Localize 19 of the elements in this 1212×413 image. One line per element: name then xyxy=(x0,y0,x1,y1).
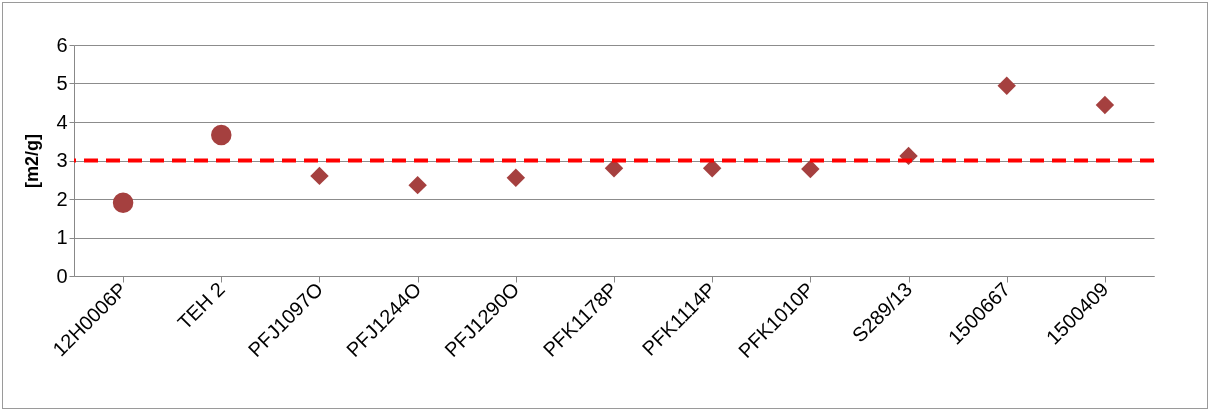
y-tick-label: 2 xyxy=(56,187,68,210)
point xyxy=(702,158,722,178)
point xyxy=(604,158,624,178)
point xyxy=(112,192,134,214)
y-tick-label: 1 xyxy=(56,226,68,248)
point xyxy=(1095,95,1115,115)
y-tick-label: 3 xyxy=(56,149,68,171)
y-tick-label: 4 xyxy=(56,110,68,133)
x-tick-label: TEH 2 xyxy=(173,278,229,334)
point xyxy=(408,175,427,195)
point xyxy=(211,124,232,146)
point xyxy=(506,168,526,188)
y-tick-label: 5 xyxy=(56,72,68,94)
y-tick-label: 6 xyxy=(56,33,68,56)
y-tick-label: 0 xyxy=(56,264,68,287)
point xyxy=(997,76,1016,96)
y-axis-title: [m2/g] xyxy=(22,134,43,188)
point xyxy=(801,159,820,179)
point xyxy=(310,166,329,186)
